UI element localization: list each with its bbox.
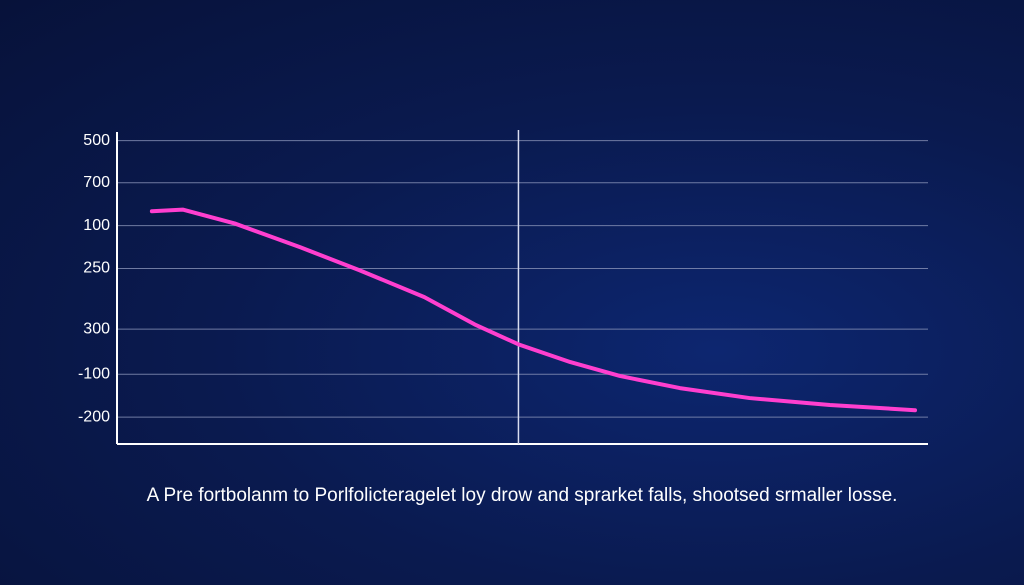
y-tick-label: -200 — [78, 408, 110, 425]
y-tick-label: 300 — [83, 320, 110, 337]
data-line — [149, 207, 918, 413]
caption: A Pre fortbolanm to Porlfolicteragelet l… — [147, 485, 898, 506]
y-tick-label: 700 — [83, 174, 110, 191]
y-tick-label: 100 — [83, 217, 110, 234]
y-tick-label: 250 — [83, 260, 110, 277]
y-tick-label: 500 — [83, 132, 110, 149]
y-tick-label: -100 — [78, 365, 110, 382]
